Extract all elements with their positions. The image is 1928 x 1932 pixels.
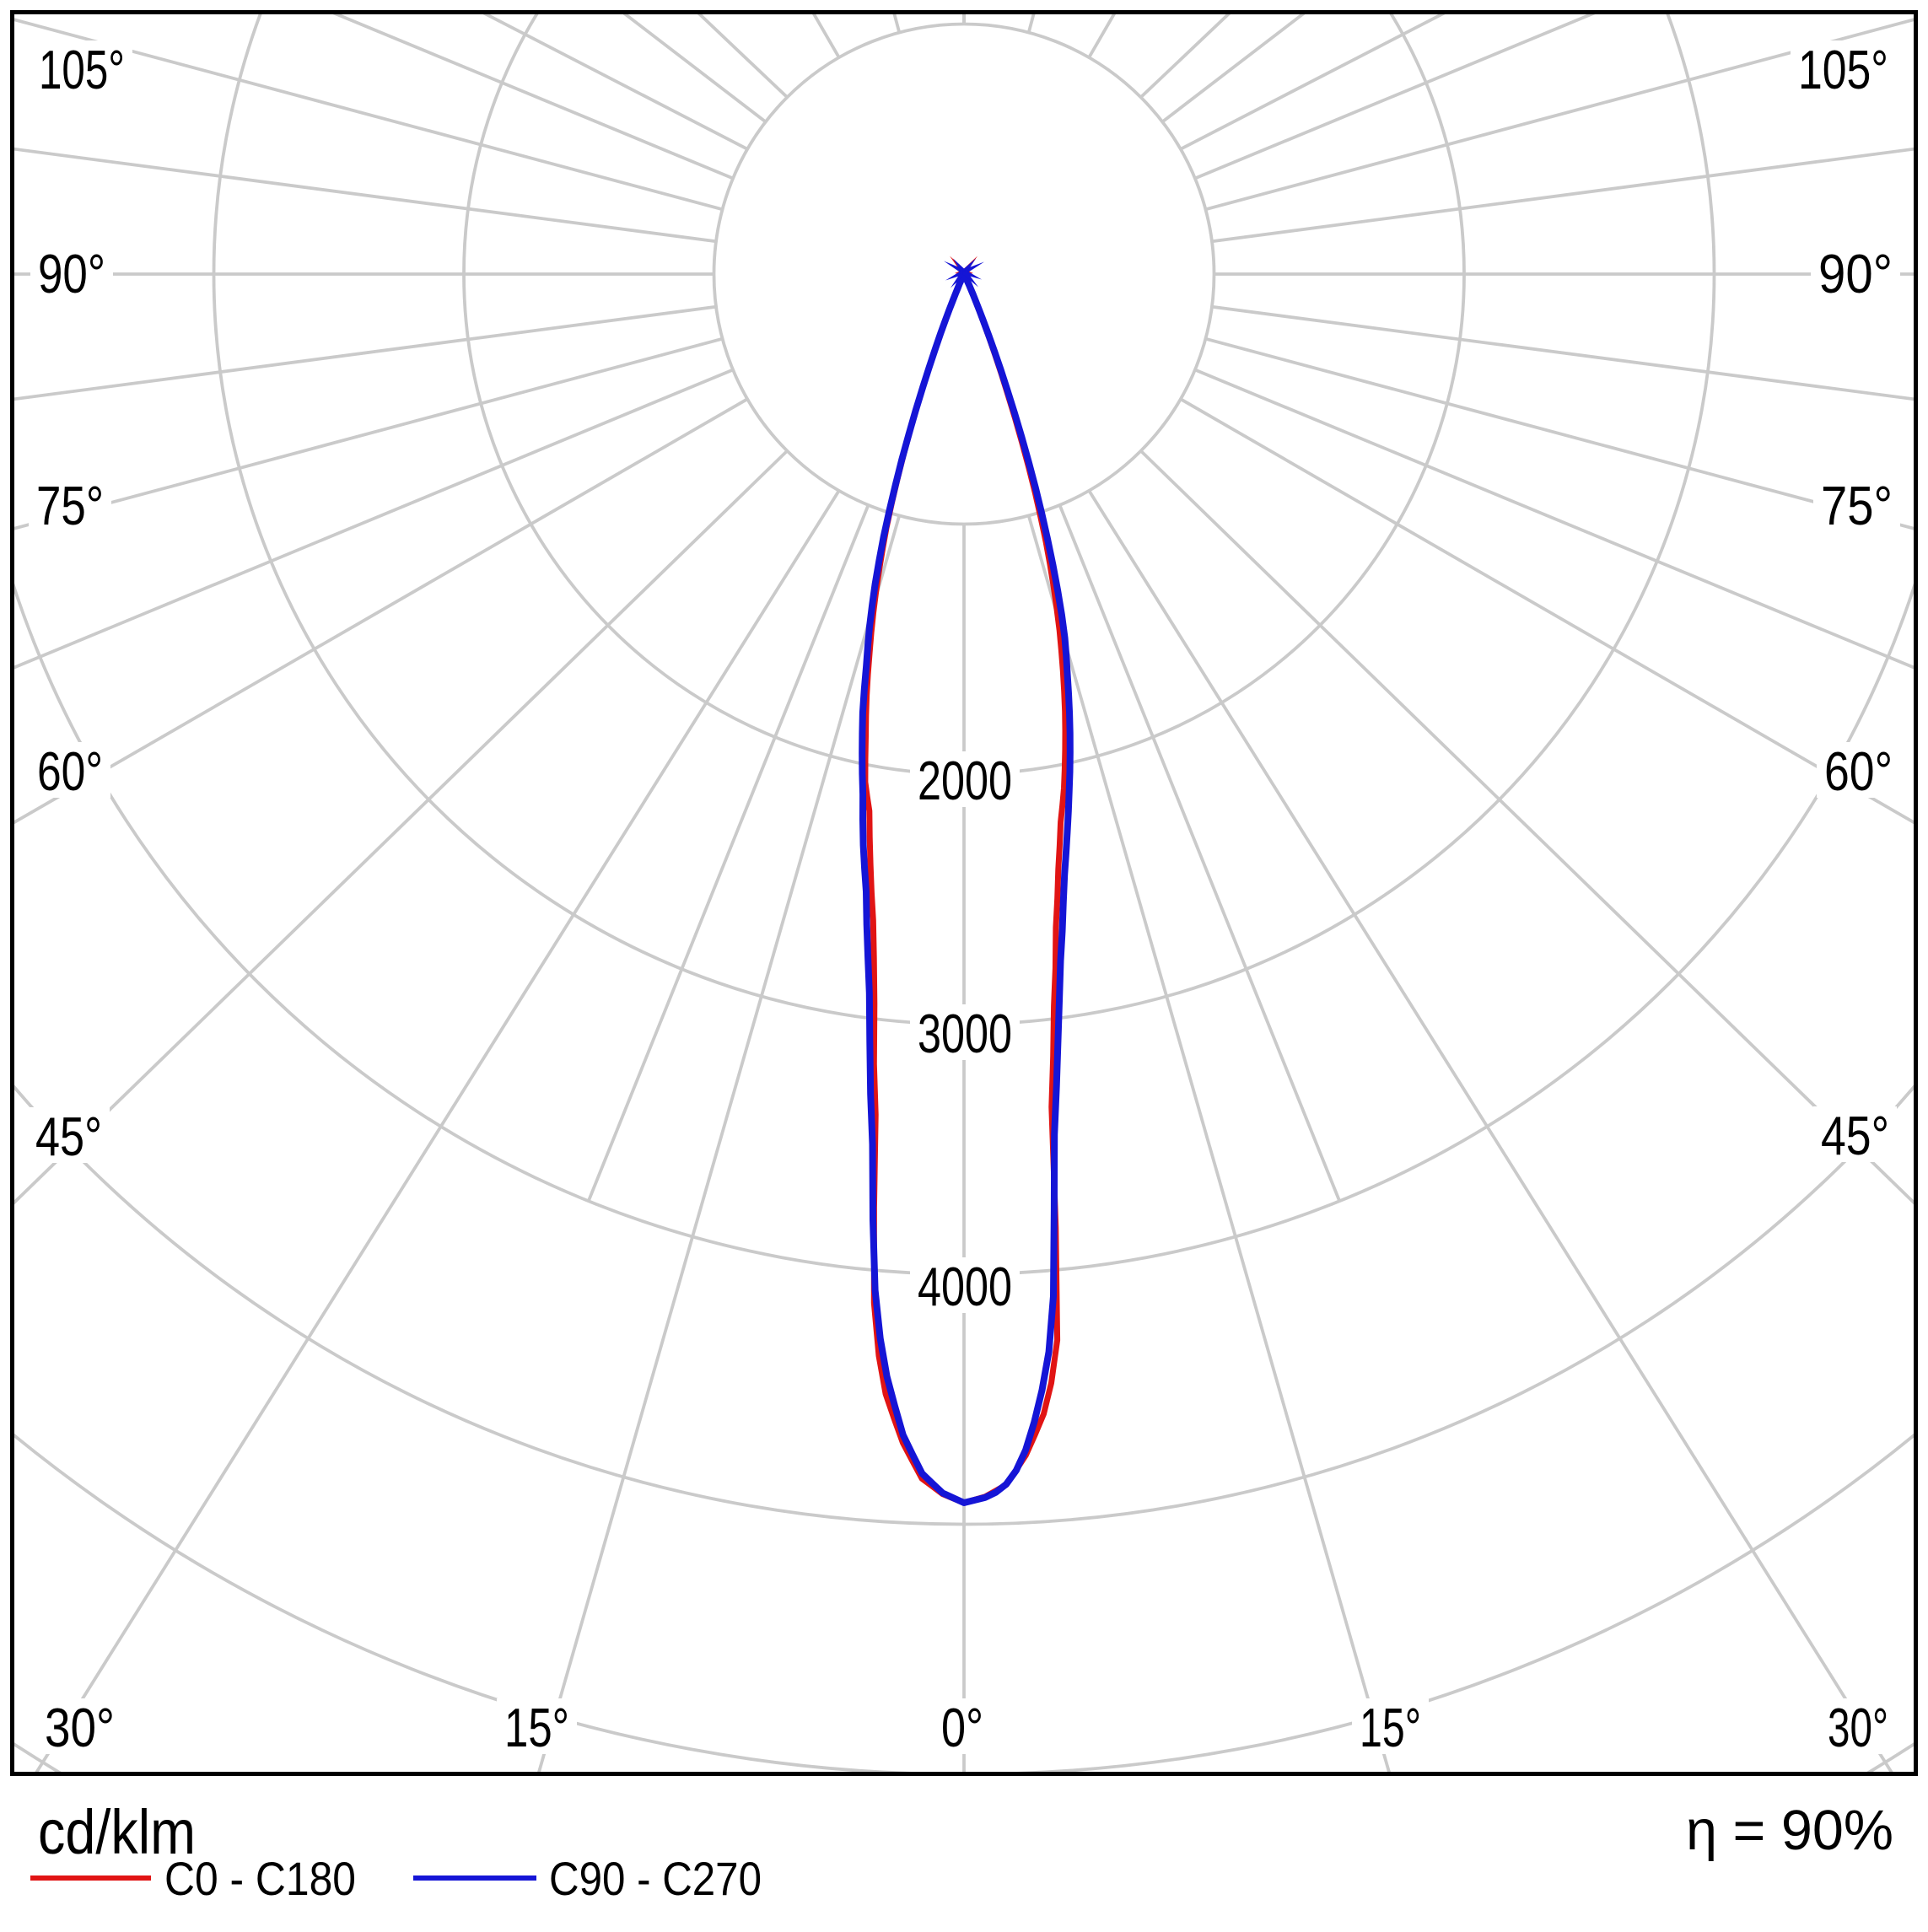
svg-text:0°: 0° [941, 1697, 983, 1758]
svg-text:η = 90%: η = 90% [1686, 1799, 1893, 1862]
svg-text:45°: 45° [35, 1106, 102, 1167]
svg-text:75°: 75° [1821, 475, 1893, 536]
svg-text:15°: 15° [1360, 1697, 1421, 1758]
svg-text:90°: 90° [1818, 243, 1893, 304]
svg-text:45°: 45° [1821, 1105, 1889, 1166]
svg-text:cd/klm: cd/klm [38, 1797, 196, 1867]
svg-text:30°: 30° [1828, 1697, 1888, 1758]
svg-text:3000: 3000 [918, 1003, 1012, 1064]
svg-text:15°: 15° [504, 1697, 569, 1758]
svg-text:105°: 105° [39, 39, 125, 100]
svg-text:2000: 2000 [918, 750, 1012, 811]
svg-text:90°: 90° [38, 243, 105, 304]
svg-text:60°: 60° [37, 740, 103, 802]
svg-text:C90 - C270: C90 - C270 [549, 1852, 762, 1905]
svg-text:C0 - C180: C0 - C180 [164, 1852, 356, 1905]
svg-text:4000: 4000 [918, 1256, 1012, 1317]
svg-text:75°: 75° [36, 475, 104, 536]
svg-text:105°: 105° [1798, 39, 1888, 100]
svg-text:60°: 60° [1824, 740, 1893, 802]
svg-text:30°: 30° [45, 1697, 115, 1758]
